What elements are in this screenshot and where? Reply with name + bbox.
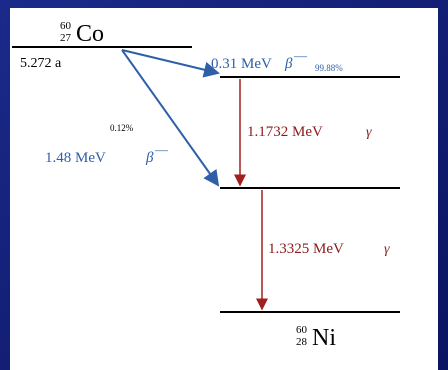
beta-energy: 0.31 MeV (211, 56, 272, 72)
atomic-number: 27 (60, 32, 72, 44)
beta-charge: — (154, 142, 169, 157)
beta-charge: — (293, 48, 308, 63)
mass-number: 60 (296, 324, 308, 336)
beta-energy: 1.48 MeV (45, 150, 106, 166)
beta-symbol: β (284, 56, 293, 72)
parent-symbol: Co (76, 21, 104, 47)
decay-scheme: 60 27 Co 5.272 a 60 28 Ni 0.31 MeV β — 9… (0, 0, 448, 370)
half-life: 5.272 a (20, 56, 62, 71)
beta-intensity: 0.12% (110, 123, 134, 133)
beta-symbol: β (145, 150, 154, 166)
beta-intensity: 99.88% (315, 63, 343, 73)
gamma-symbol: γ (384, 242, 390, 257)
gamma-symbol: γ (366, 125, 372, 140)
gamma-energy: 1.1732 MeV (247, 124, 323, 140)
daughter-symbol: Ni (312, 325, 336, 351)
atomic-number: 28 (296, 336, 308, 348)
mass-number: 60 (60, 20, 72, 32)
gamma-energy: 1.3325 MeV (268, 241, 344, 257)
